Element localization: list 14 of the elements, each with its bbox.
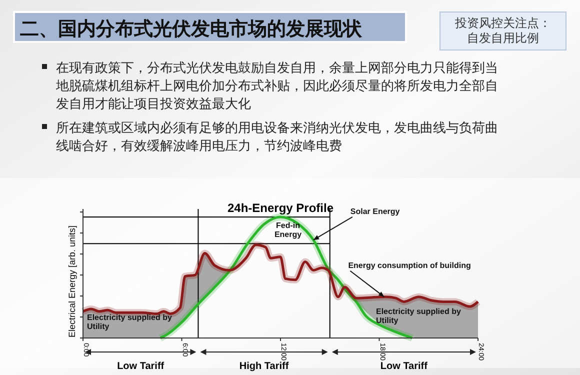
chart-title: 二、国内分布式光伏发电市场的发展现状 <box>20 18 363 40</box>
annotation: Fed-in Energy <box>274 221 302 239</box>
text: High Tariff <box>239 361 290 372</box>
text: 投资风控关注点：自发自用比例 <box>454 16 551 45</box>
text: Low Tariff <box>117 361 165 372</box>
y-axis-title: Electrical Energy [arb. units] <box>67 225 77 338</box>
annotation: Energy consumption of building <box>348 260 471 270</box>
annotation: Electricity supplied by Utility <box>376 307 462 325</box>
annotation: Solar Energy <box>350 206 400 216</box>
chart-subtitle: 24h-Energy Profile <box>227 201 334 215</box>
annotation: Electricity supplied by Utility <box>87 313 172 331</box>
text: Low Tariff <box>380 361 428 372</box>
text: 在现有政策下，分布式光伏发电鼓励自发自用，余量上网部分电力只能得到当地脱硫煤机组标杆上网电价加分布式补贴，因此必须尽量的将所发电力全部自发自用才能让项目投资效益最大化 <box>55 61 498 112</box>
text: 所在建筑或区域内必须有足够的用电设备来消纳光伏发电，发电曲线与负荷曲线啮合好，有效缓解波峰用电压力，节约波峰电费 <box>56 121 498 154</box>
